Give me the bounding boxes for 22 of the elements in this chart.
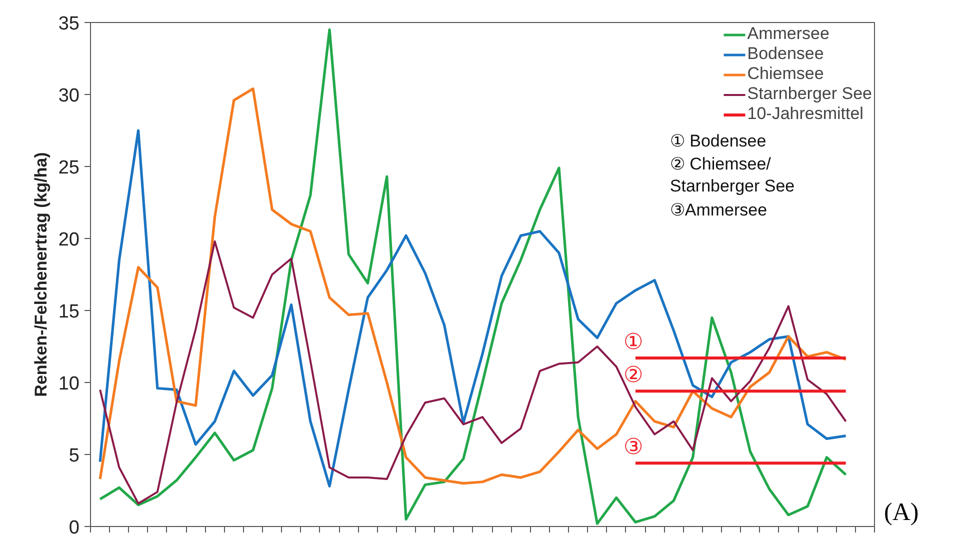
y-tick-label: 5 bbox=[68, 446, 80, 466]
y-tick-label: 20 bbox=[58, 230, 80, 250]
y-tick-label: 10 bbox=[58, 374, 80, 394]
line-series bbox=[99, 240, 847, 504]
y-tick-label: 30 bbox=[58, 86, 80, 106]
legend-label: Chiemsee bbox=[747, 64, 824, 84]
y-tick-label: 35 bbox=[58, 14, 80, 34]
text: (A) bbox=[884, 498, 919, 528]
annotation: ① Bodensee bbox=[670, 132, 766, 151]
annotation: ② Chiemsee/ Starnberger See bbox=[670, 154, 795, 196]
y-tick-label: 25 bbox=[58, 158, 80, 178]
y-tick-label: 15 bbox=[58, 302, 80, 322]
annotation: ③Ammersee bbox=[670, 200, 768, 220]
annotation: ① bbox=[623, 329, 644, 354]
legend-label: Bodensee bbox=[747, 44, 824, 64]
y-axis-title: Renken-/Felchenertrag (kg/ha) bbox=[31, 152, 50, 397]
annotation: ② bbox=[623, 362, 644, 388]
annotation: ③ bbox=[623, 434, 644, 460]
legend-label: Ammersee bbox=[747, 24, 830, 44]
legend-label: Starnberger See bbox=[747, 84, 872, 104]
y-tick-label: 0 bbox=[68, 518, 80, 538]
legend-label: 10-Jahresmittel bbox=[747, 104, 864, 124]
